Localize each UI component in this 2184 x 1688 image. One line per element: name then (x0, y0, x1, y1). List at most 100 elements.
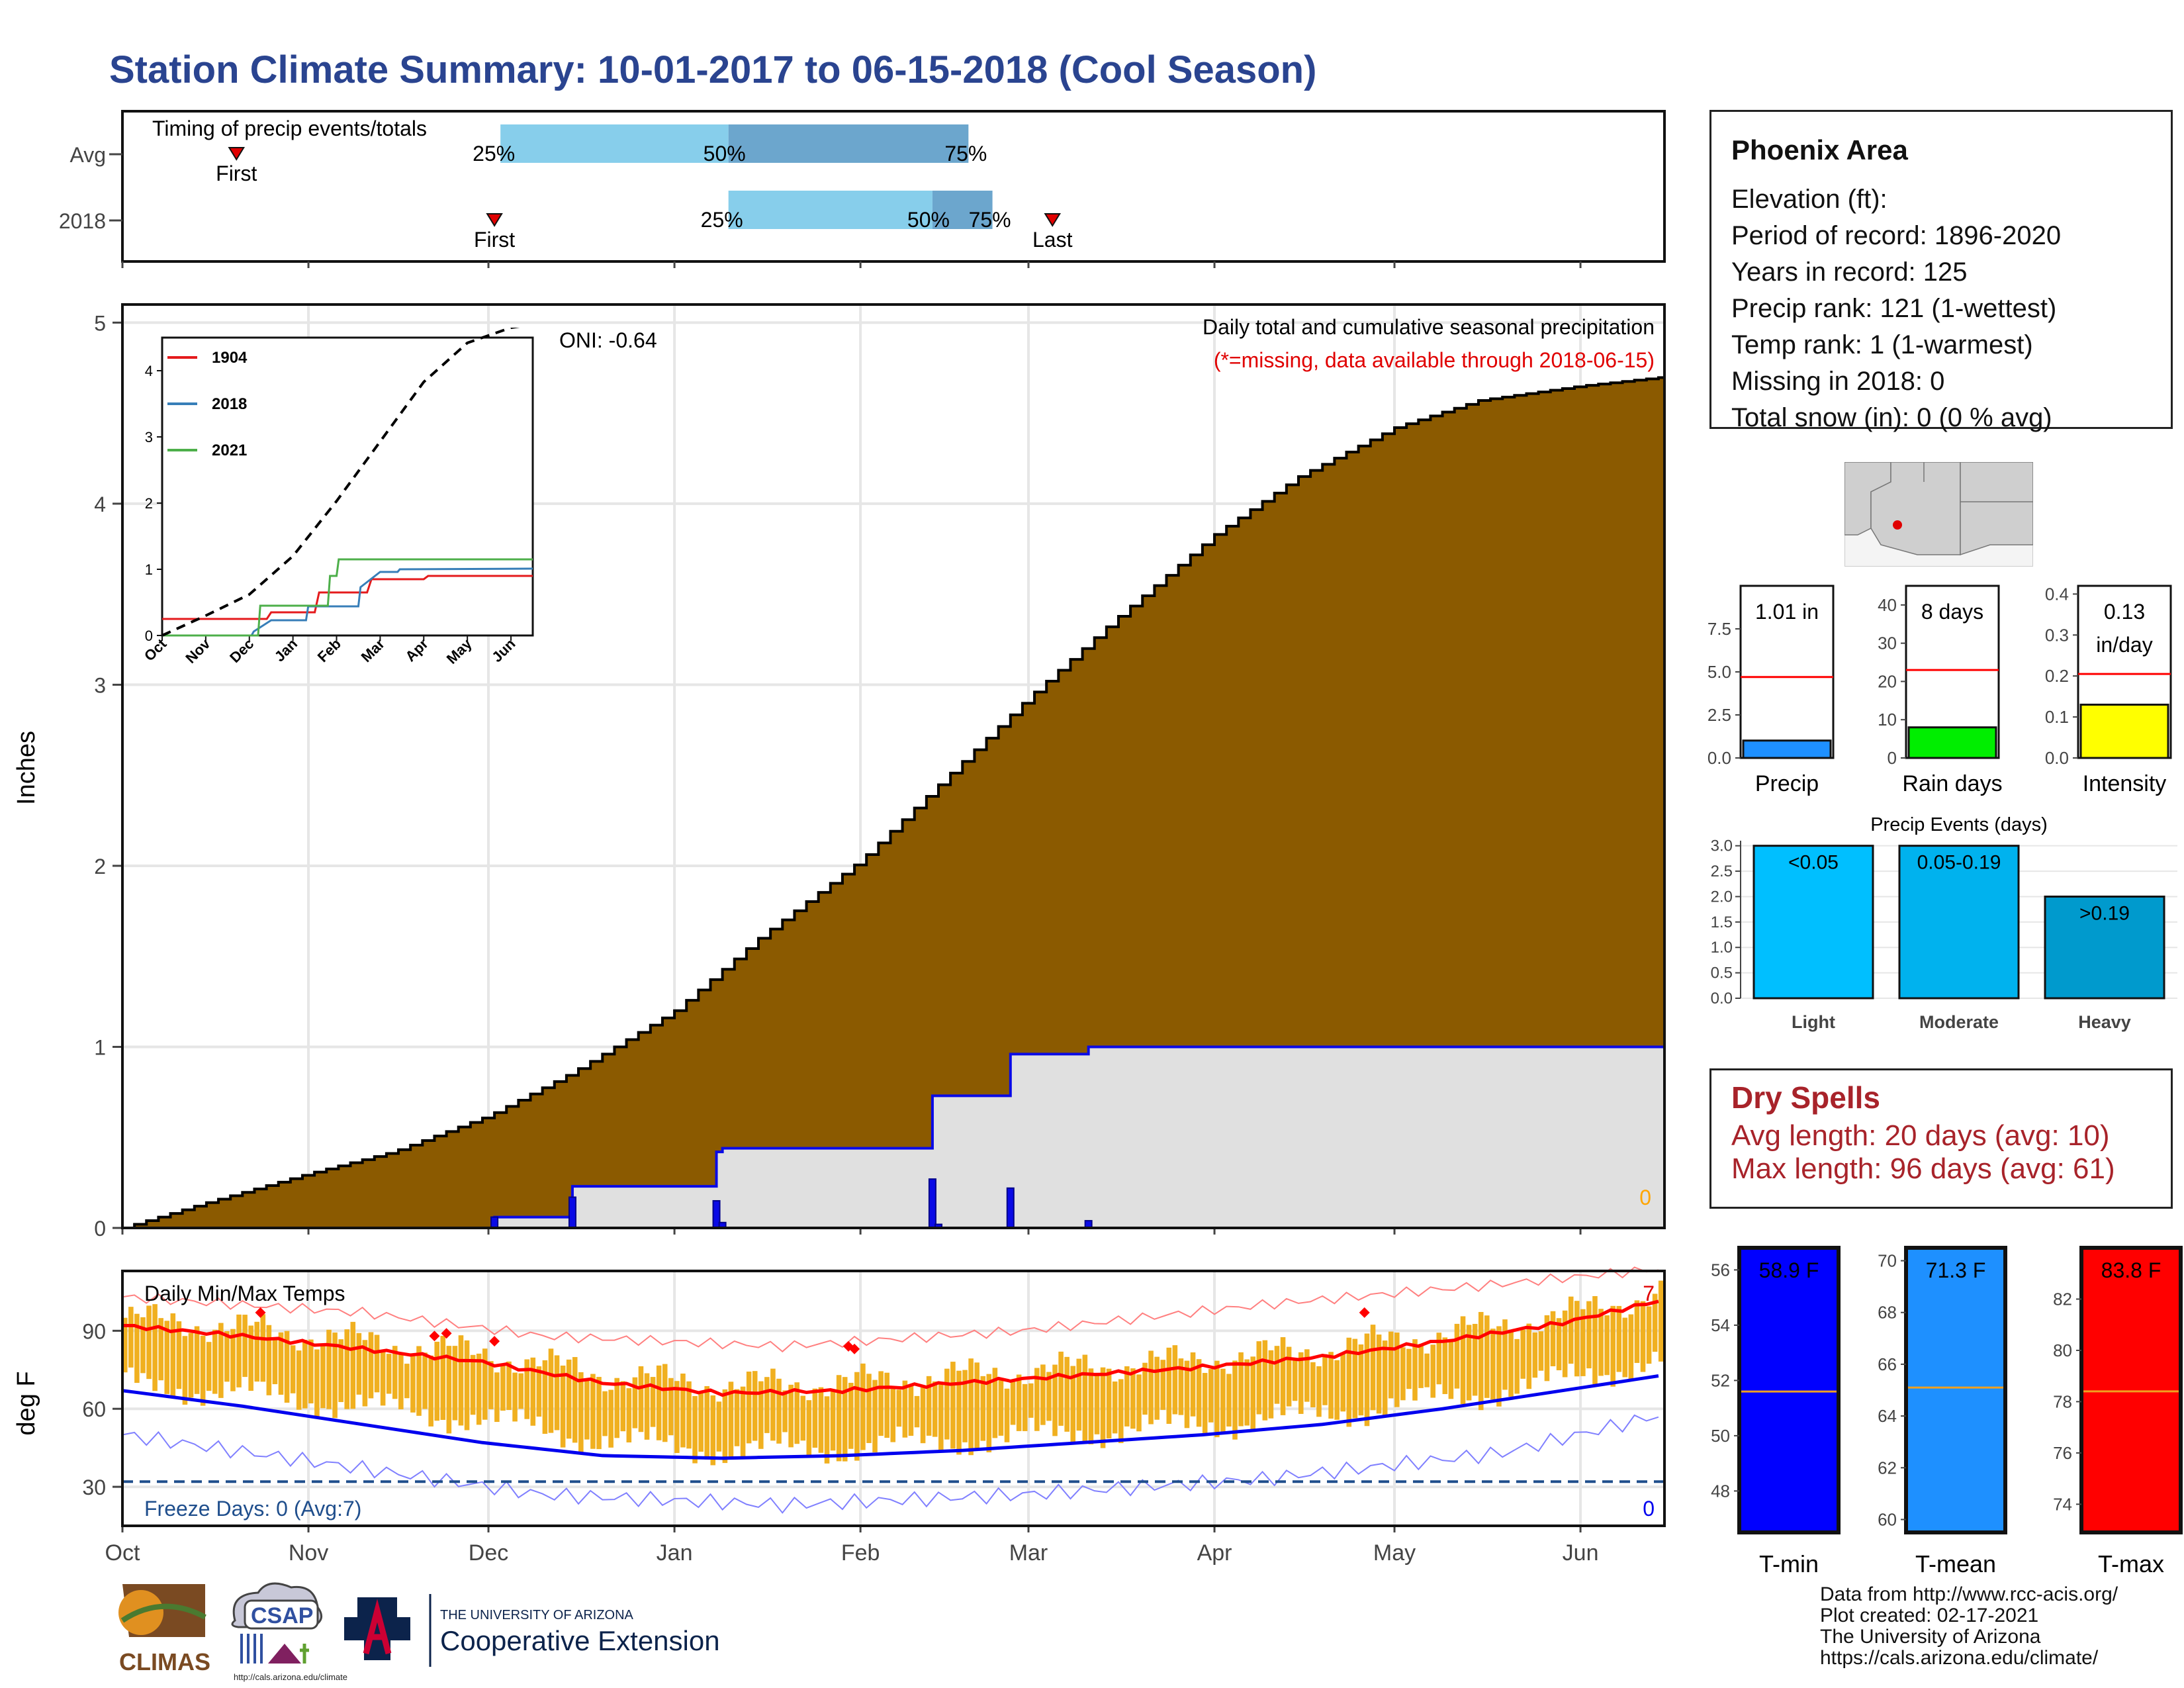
daily-temp-bar (1184, 1360, 1190, 1429)
daily-temp-bar (1034, 1368, 1040, 1431)
events-y-tick-label: 2.0 (1711, 888, 1733, 906)
daily-temp-bar (686, 1381, 692, 1449)
daily-temp-bar (386, 1354, 392, 1394)
daily-temp-bar (590, 1374, 596, 1449)
temp-chart: 30 60 90 Oct Nov Dec Jan Feb Mar Apr May Jun Daily M… (13, 1266, 1666, 1566)
daily-temp-bar (842, 1377, 848, 1462)
daily-temp-bar (578, 1372, 584, 1454)
daily-temp-bar (698, 1393, 704, 1452)
daily-precip-bar (568, 1196, 576, 1229)
daily-temp-bar (938, 1383, 944, 1451)
daily-temp-bar (1430, 1344, 1435, 1398)
events-title: Precip Events (days) (1870, 814, 2048, 835)
daily-temp-bar (602, 1391, 608, 1436)
temp-x-tick-label: Apr (1197, 1540, 1232, 1566)
daily-temp-bar (1292, 1358, 1298, 1401)
temp-x-tick-label: Nov (289, 1540, 328, 1566)
daily-temp-bar (1556, 1318, 1562, 1371)
events-category-label: Moderate (1919, 1012, 1999, 1032)
events-bar (2044, 895, 2165, 1000)
svg-text:CSAP: CSAP (251, 1603, 313, 1628)
temp-x-tick-label: Oct (105, 1540, 140, 1566)
avg-cumulative-area (122, 376, 1666, 1229)
daily-temp-bar (914, 1395, 920, 1428)
totals-y-tick-label: 0.0 (1707, 748, 1731, 768)
missing-count: 0 (1639, 1186, 1651, 1209)
temp-summary-y-tick-label: 74 (2053, 1494, 2072, 1514)
daily-temp-bar (134, 1313, 140, 1383)
daily-temp-bar (254, 1321, 260, 1382)
daily-temp-bar (1220, 1368, 1226, 1434)
daily-temp-bar (674, 1381, 680, 1453)
daily-temp-bar (1640, 1301, 1646, 1372)
totals-y-tick-label: 0.1 (2045, 707, 2069, 727)
daily-temp-bar (512, 1372, 518, 1422)
daily-temp-bar (962, 1370, 968, 1442)
daily-temp-bar (1334, 1360, 1340, 1420)
precip-frame (121, 303, 1666, 1229)
daily-temp-bar (122, 1317, 128, 1373)
credit-data-source: Data from http://www.rcc-acis.org/ (1820, 1583, 2118, 1605)
temp-summary-value: 58.9 F (1759, 1258, 1819, 1282)
daily-temp-bar (206, 1342, 212, 1391)
daily-temp-bar (944, 1368, 950, 1440)
daily-temp-bar (1532, 1332, 1538, 1378)
daily-temp-bar (194, 1326, 200, 1394)
events-bar (1752, 845, 1874, 1000)
daily-temp-bar (932, 1381, 938, 1437)
observed-cumulative-line (122, 1045, 1666, 1229)
daily-temp-bar (398, 1352, 404, 1409)
totals-y-tick-label: 0.2 (2045, 666, 2069, 686)
daily-temp-bar (1160, 1360, 1166, 1410)
timing-label-50: 50% (704, 142, 746, 165)
timing-label-25: 25% (473, 142, 515, 165)
daily-temp-bar (188, 1333, 194, 1398)
daily-temp-bar (728, 1382, 734, 1458)
daily-temp-bar (284, 1331, 290, 1403)
daily-temp-bar (1346, 1337, 1352, 1427)
daily-temp-bar (1088, 1368, 1094, 1444)
daily-temp-bar (1316, 1366, 1322, 1417)
daily-temp-bar (890, 1387, 896, 1442)
daily-temp-bar (1286, 1346, 1292, 1407)
daily-temp-bar (584, 1380, 590, 1440)
daily-temp-bar (1586, 1301, 1592, 1369)
daily-temp-bar (1298, 1352, 1304, 1414)
daily-temp-bar (1604, 1315, 1610, 1376)
daily-temp-bar (1106, 1368, 1112, 1439)
daily-temp-bar (716, 1401, 722, 1452)
daily-temp-bar (980, 1376, 986, 1441)
daily-temp-bar (410, 1356, 416, 1413)
daily-temp-bar (626, 1388, 632, 1443)
observed-cumulative-area (122, 1045, 1664, 1228)
daily-temp-bar (1172, 1345, 1178, 1415)
svg-text:Cooperative Extension: Cooperative Extension (440, 1625, 720, 1656)
daily-temp-bar (1448, 1338, 1454, 1399)
inset-series-line (162, 558, 533, 637)
daily-temp-bar (1154, 1356, 1160, 1420)
daily-temp-bar (770, 1368, 776, 1441)
daily-temp-bar (830, 1389, 836, 1451)
daily-temp-bar (1574, 1301, 1580, 1377)
events-y-tick-label: 2.5 (1711, 863, 1733, 880)
map-borders (1923, 462, 2033, 502)
precip-title: Daily total and cumulative seasonal prec… (1203, 315, 1655, 339)
daily-temp-bar (1082, 1354, 1088, 1444)
daily-temp-bar (1466, 1325, 1472, 1401)
daily-temp-bar (746, 1371, 752, 1444)
daily-temp-bar (1514, 1338, 1520, 1394)
totals-category-label: Precip (1755, 771, 1819, 796)
temp-summary-label: T-max (2098, 1550, 2164, 1577)
temp-summary-y-tick-label: 48 (1711, 1481, 1730, 1501)
temp-summary-y-tick-label: 80 (2053, 1340, 2072, 1360)
temp-summary-bar (1737, 1246, 1841, 1534)
daily-temp-bar (296, 1350, 302, 1410)
daily-temp-bar (854, 1372, 860, 1461)
daily-temp-bar (1592, 1296, 1598, 1384)
events-bar-label: <0.05 (1788, 852, 1839, 874)
daily-temp-bar (560, 1365, 566, 1448)
events-category-label: Heavy (2078, 1012, 2131, 1032)
daily-temp-bar (596, 1377, 602, 1450)
totals-category-label: Intensity (2083, 771, 2167, 796)
inset-legend-label: 2018 (212, 395, 247, 413)
